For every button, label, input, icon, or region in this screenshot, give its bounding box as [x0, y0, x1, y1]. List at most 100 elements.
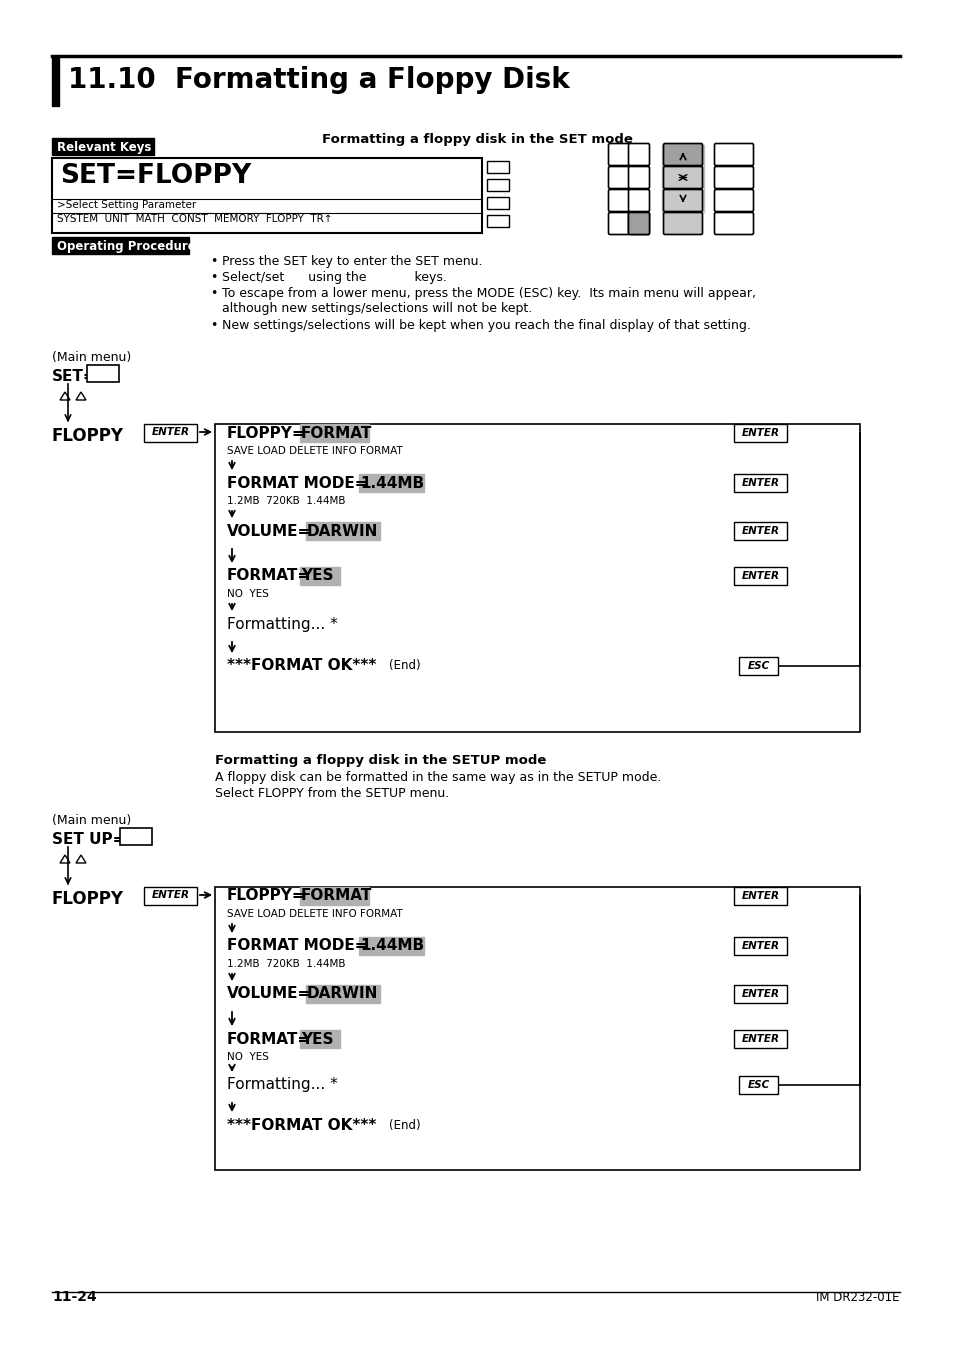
Text: 11.10  Formatting a Floppy Disk: 11.10 Formatting a Floppy Disk: [68, 66, 569, 95]
Text: FORMAT=: FORMAT=: [227, 1032, 311, 1047]
Text: ENTER: ENTER: [741, 942, 780, 951]
Text: ENTER: ENTER: [741, 478, 780, 488]
Text: FORMAT MODE=: FORMAT MODE=: [227, 476, 367, 490]
Polygon shape: [60, 392, 70, 400]
FancyBboxPatch shape: [608, 189, 629, 212]
Text: IM DR232-01E: IM DR232-01E: [816, 1292, 899, 1304]
FancyBboxPatch shape: [662, 143, 701, 166]
Bar: [87, 365, 119, 382]
Text: FORMAT: FORMAT: [301, 889, 372, 904]
Bar: [299, 567, 339, 585]
Text: VOLUME=: VOLUME=: [227, 523, 311, 539]
Text: Select/set      using the            keys.: Select/set using the keys.: [222, 272, 446, 284]
Text: (Main menu): (Main menu): [52, 815, 132, 827]
Bar: [52, 138, 153, 155]
Text: ***FORMAT OK***: ***FORMAT OK***: [227, 1117, 376, 1132]
FancyBboxPatch shape: [714, 166, 753, 189]
Text: NO  YES: NO YES: [227, 589, 269, 598]
Text: SAVE LOAD DELETE INFO FORMAT: SAVE LOAD DELETE INFO FORMAT: [227, 909, 402, 919]
FancyBboxPatch shape: [714, 143, 753, 166]
FancyBboxPatch shape: [608, 166, 629, 189]
FancyBboxPatch shape: [714, 189, 753, 212]
Text: •: •: [210, 319, 217, 332]
Text: •: •: [210, 255, 217, 267]
Text: VOLUME=: VOLUME=: [227, 986, 311, 1001]
Text: Formatting... *: Formatting... *: [227, 616, 337, 631]
Text: 1.2MB  720KB  1.44MB: 1.2MB 720KB 1.44MB: [227, 959, 345, 969]
Bar: [306, 521, 379, 540]
Bar: [661, 145, 703, 212]
Bar: [52, 55, 59, 105]
Bar: [299, 888, 369, 905]
FancyBboxPatch shape: [662, 212, 701, 235]
Text: (Main menu): (Main menu): [52, 351, 132, 363]
Text: ENTER: ENTER: [741, 989, 780, 998]
Text: >Select Setting Parameter: >Select Setting Parameter: [57, 200, 196, 209]
Text: Select FLOPPY from the SETUP menu.: Select FLOPPY from the SETUP menu.: [214, 788, 449, 800]
FancyBboxPatch shape: [739, 1075, 778, 1094]
Text: Formatting... *: Formatting... *: [227, 1078, 337, 1093]
FancyBboxPatch shape: [734, 521, 786, 540]
Text: •: •: [210, 286, 217, 300]
Bar: [486, 197, 509, 209]
FancyBboxPatch shape: [714, 212, 753, 235]
FancyBboxPatch shape: [734, 424, 786, 442]
Text: FLOPPY=: FLOPPY=: [227, 889, 305, 904]
Text: FLOPPY: FLOPPY: [52, 427, 124, 444]
Text: 1.2MB  720KB  1.44MB: 1.2MB 720KB 1.44MB: [227, 496, 345, 507]
Text: FLOPPY: FLOPPY: [52, 890, 124, 908]
Text: ENTER: ENTER: [741, 1034, 780, 1044]
FancyBboxPatch shape: [144, 886, 197, 905]
Text: FORMAT MODE=: FORMAT MODE=: [227, 939, 367, 954]
Text: FORMAT=: FORMAT=: [227, 569, 311, 584]
Text: Formatting a floppy disk in the SETUP mode: Formatting a floppy disk in the SETUP mo…: [214, 754, 546, 767]
FancyBboxPatch shape: [628, 212, 649, 235]
FancyBboxPatch shape: [144, 423, 197, 442]
Bar: [486, 161, 509, 173]
FancyBboxPatch shape: [628, 212, 649, 235]
FancyBboxPatch shape: [734, 938, 786, 955]
Text: NO  YES: NO YES: [227, 1052, 269, 1062]
FancyBboxPatch shape: [734, 1029, 786, 1048]
Bar: [120, 828, 152, 844]
Text: A floppy disk can be formatted in the same way as in the SETUP mode.: A floppy disk can be formatted in the sa…: [214, 771, 660, 784]
Bar: [214, 424, 859, 732]
Text: ENTER: ENTER: [741, 571, 780, 581]
FancyBboxPatch shape: [734, 985, 786, 1002]
Bar: [358, 938, 423, 955]
Text: Relevant Keys: Relevant Keys: [57, 141, 152, 154]
FancyBboxPatch shape: [734, 567, 786, 585]
FancyBboxPatch shape: [608, 212, 629, 235]
Text: DARWIN: DARWIN: [307, 523, 378, 539]
Bar: [299, 424, 369, 442]
Bar: [52, 158, 481, 232]
Text: ***FORMAT OK***: ***FORMAT OK***: [227, 658, 376, 674]
Text: ENTER: ENTER: [152, 890, 190, 900]
Text: SET=: SET=: [52, 369, 96, 384]
Text: FLOPPY=: FLOPPY=: [227, 426, 305, 440]
FancyBboxPatch shape: [734, 888, 786, 905]
FancyBboxPatch shape: [662, 166, 701, 189]
Text: SET=FLOPPY: SET=FLOPPY: [60, 163, 251, 189]
Text: •: •: [210, 272, 217, 284]
Text: YES: YES: [301, 569, 334, 584]
Bar: [306, 985, 379, 1002]
Text: ENTER: ENTER: [152, 427, 190, 436]
FancyBboxPatch shape: [662, 189, 701, 212]
Bar: [52, 236, 189, 254]
Text: Formatting a floppy disk in the SET mode: Formatting a floppy disk in the SET mode: [321, 132, 632, 146]
Text: ENTER: ENTER: [741, 526, 780, 536]
Text: 1.44MB: 1.44MB: [359, 939, 424, 954]
Bar: [486, 178, 509, 190]
Text: ENTER: ENTER: [741, 892, 780, 901]
Text: although new settings/selections will not be kept.: although new settings/selections will no…: [222, 303, 532, 315]
Text: ESC: ESC: [747, 661, 769, 671]
Text: 11-24: 11-24: [52, 1290, 96, 1304]
Text: YES: YES: [301, 1032, 334, 1047]
Text: (End): (End): [389, 659, 420, 673]
Text: ESC: ESC: [747, 1079, 769, 1090]
FancyBboxPatch shape: [734, 474, 786, 492]
Text: 1.44MB: 1.44MB: [359, 476, 424, 490]
Polygon shape: [60, 855, 70, 863]
FancyBboxPatch shape: [628, 166, 649, 189]
